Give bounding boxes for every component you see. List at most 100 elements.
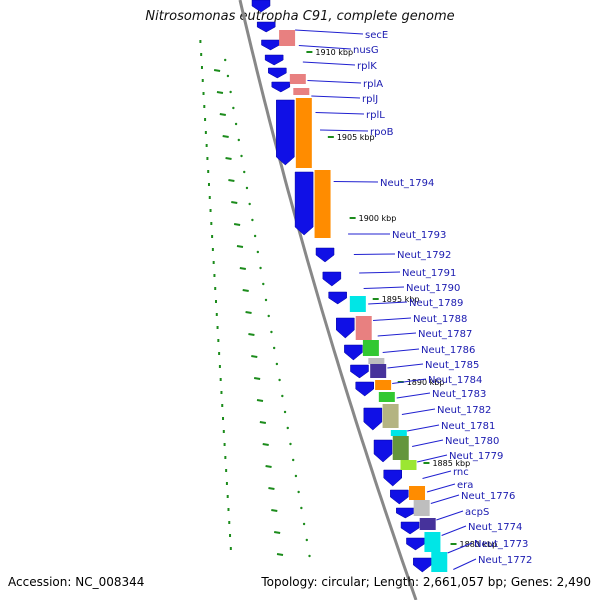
map-title: Nitrosomonas eutropha C91, complete geno… — [145, 9, 455, 24]
guide-dot — [264, 298, 268, 302]
label-leader — [441, 525, 467, 536]
guide-dot — [272, 346, 276, 350]
gene-label: Neut_1787 — [418, 329, 472, 340]
guide-tick — [256, 399, 264, 402]
gene-arrow-forward — [294, 171, 314, 236]
gene-box — [375, 380, 392, 390]
gene-label: Neut_1781 — [441, 421, 495, 432]
guide-dot — [267, 314, 270, 318]
kbp-tick-label: 1900 kbp — [359, 214, 397, 223]
guide-dot — [259, 266, 262, 270]
guide-dot — [240, 154, 243, 158]
guide-tick — [242, 289, 249, 292]
gene-label: Neut_1779 — [449, 451, 503, 462]
guide-dot — [278, 378, 281, 382]
guide-dot — [289, 442, 292, 446]
kbp-tick-label: 1880 kbp — [460, 540, 498, 549]
gene-label: Neut_1780 — [445, 436, 499, 447]
label-leader — [373, 317, 412, 321]
guide-tick — [231, 201, 238, 204]
label-leader — [307, 80, 362, 84]
guide-tick — [271, 509, 278, 512]
guide-dot — [256, 250, 260, 254]
label-leader — [387, 363, 424, 369]
gene-arrow-forward — [261, 39, 280, 51]
gene-arrow-forward — [350, 364, 369, 379]
label-leader — [363, 286, 405, 289]
gene-box — [370, 364, 387, 378]
gene-box — [362, 340, 379, 356]
guide-tick — [228, 179, 235, 182]
gene-arrow-forward — [268, 67, 287, 79]
kbp-tick-label: 1885 kbp — [432, 459, 470, 468]
kbp-tick-label: 1890 kbp — [407, 378, 445, 387]
guide-tick — [268, 487, 275, 490]
guide-dot — [262, 282, 265, 286]
gene-arrow-forward — [315, 247, 335, 263]
gene-label: Neut_1792 — [397, 250, 451, 261]
gene-label: Neut_1791 — [402, 268, 456, 279]
guide-dot — [292, 458, 295, 462]
guide-tick — [225, 157, 232, 160]
label-leader — [417, 454, 448, 463]
gene-arrow-forward — [406, 537, 425, 551]
guide-tick — [248, 333, 255, 336]
gene-arrow-forward — [363, 407, 383, 431]
gene-label: Neut_1783 — [432, 389, 486, 400]
guide-dot — [253, 234, 257, 238]
accession-text: Accession: NC_008344 — [8, 575, 145, 589]
gene-arrow-forward — [276, 99, 295, 166]
label-leader — [430, 494, 460, 504]
gene-label: Neut_1772 — [478, 555, 532, 566]
guide-dot — [270, 330, 273, 334]
gene-arrow-forward — [336, 317, 355, 339]
guide-tick — [259, 421, 267, 424]
label-leader — [298, 45, 352, 50]
kbp-tick-label: 1895 kbp — [382, 295, 420, 304]
guide-dot — [300, 506, 303, 510]
gene-arrow-forward — [373, 439, 393, 463]
guide-tick — [216, 91, 224, 94]
guide-tick — [273, 531, 281, 534]
gene-label: Neut_1788 — [413, 314, 467, 325]
label-leader — [353, 253, 396, 255]
gene-arrow-forward — [390, 489, 409, 505]
guide-tick — [253, 377, 261, 380]
guide-tick — [245, 311, 252, 314]
guide-dot — [237, 138, 240, 142]
kbp-tick-label: 1910 kbp — [315, 48, 353, 57]
guide-dot — [224, 58, 227, 62]
gene-arrow-forward — [256, 21, 276, 33]
label-leader — [295, 29, 364, 35]
guide-tick — [262, 443, 269, 446]
gene-label: Neut_1790 — [406, 283, 460, 294]
guide-dot — [243, 170, 246, 174]
guide-dot — [234, 122, 238, 126]
gene-box — [289, 74, 306, 84]
gene-box — [424, 532, 441, 552]
gene-box — [409, 486, 426, 500]
kbp-tick-label: 1905 kbp — [337, 133, 375, 142]
gene-label: rnc — [453, 467, 469, 478]
genome-backbone — [238, 0, 418, 600]
gene-arrow-forward — [400, 521, 420, 535]
gene-arrow-forward — [344, 344, 363, 361]
gene-label: nusG — [353, 45, 379, 56]
guide-dot — [297, 490, 300, 494]
gene-arrow-forward — [413, 557, 432, 573]
label-leader — [382, 348, 420, 353]
gene-label: Neut_1784 — [428, 375, 482, 386]
gene-box — [355, 316, 372, 340]
gene-arrow-forward — [396, 507, 415, 519]
guide-dot — [232, 106, 235, 110]
gene-label: Neut_1773 — [474, 539, 528, 550]
gene-label: Neut_1793 — [392, 230, 446, 241]
label-leader — [320, 129, 369, 132]
gene-label: acpS — [465, 507, 489, 518]
label-leader — [412, 439, 444, 447]
gene-label: Neut_1785 — [425, 360, 479, 371]
gene-arrow-forward — [271, 81, 291, 93]
label-leader — [407, 424, 440, 432]
guide-dot — [302, 522, 306, 526]
